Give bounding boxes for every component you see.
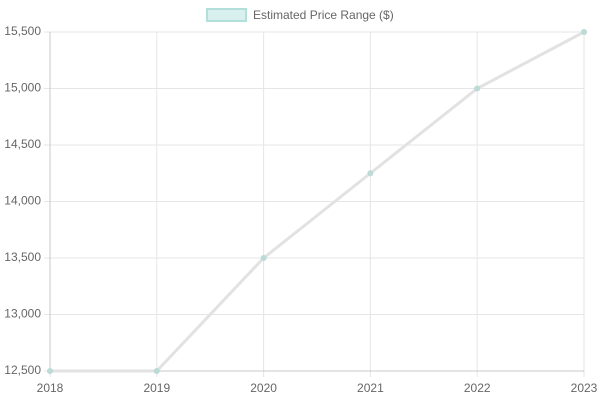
- legend-label: Estimated Price Range ($): [253, 8, 394, 22]
- data-point: [47, 368, 53, 374]
- x-tick-label: 2023: [571, 381, 598, 395]
- data-line: [50, 30, 585, 373]
- data-point: [581, 29, 587, 35]
- y-tick-label: 14,000: [4, 194, 41, 208]
- x-tick-label: 2018: [37, 381, 64, 395]
- x-tick-label: 2022: [464, 381, 491, 395]
- y-tick-label: 14,500: [4, 137, 41, 151]
- y-tick-label: 15,500: [4, 24, 41, 38]
- y-tick-label: 12,500: [4, 363, 41, 377]
- data-point: [260, 255, 267, 261]
- y-tick-label: 13,500: [4, 250, 41, 264]
- x-tick-label: 2020: [250, 381, 277, 395]
- data-point: [474, 85, 481, 92]
- y-tick-label: 13,000: [4, 307, 41, 321]
- legend-swatch: [206, 8, 247, 22]
- data-point: [367, 170, 374, 177]
- y-tick-label: 15,000: [4, 81, 41, 95]
- x-tick-label: 2021: [357, 381, 384, 395]
- x-tick-label: 2019: [143, 381, 170, 395]
- data-point: [153, 368, 160, 374]
